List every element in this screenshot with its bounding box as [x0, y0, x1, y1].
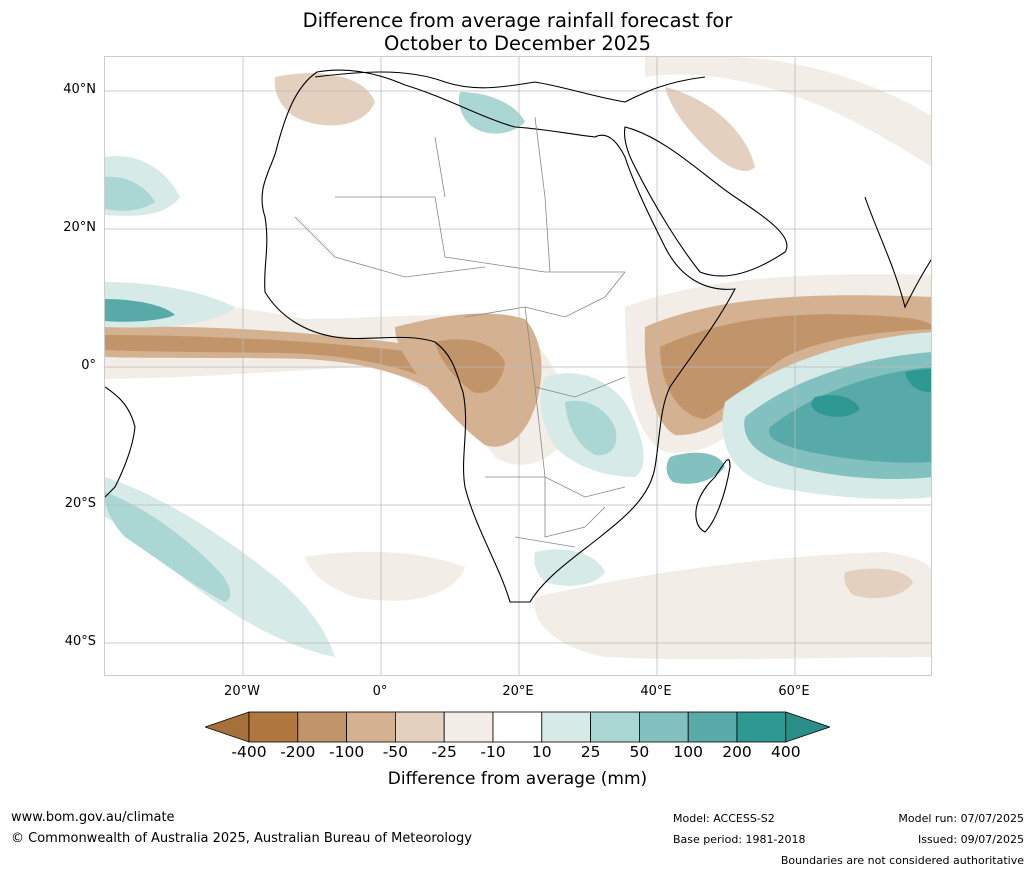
colorbar-tick-label: 200 — [722, 743, 752, 761]
lon-label-60e: 60°E — [778, 684, 810, 699]
footer-disclaimer: Boundaries are not considered authoritat… — [780, 854, 1024, 867]
wet-region-madagascar-channel — [666, 452, 725, 484]
colorbar-cell — [687, 711, 738, 743]
wet-region-indian-ocean-east-core — [905, 369, 931, 393]
footer-base-period: Base period: 1981-2018 — [673, 833, 806, 846]
coastline-south-america — [105, 386, 136, 498]
wet-anomaly-layer — [105, 92, 931, 657]
dry-region-south-indian-core — [844, 568, 913, 599]
coastline-africa — [261, 69, 736, 603]
dry-region-indian-ocean-strong — [660, 314, 931, 419]
wet-region-west-atlantic-core — [105, 299, 175, 322]
lon-label-20w: 20°W — [224, 684, 260, 699]
wet-region-indian-ocean-strong — [769, 367, 931, 463]
coastline-madagascar — [695, 459, 731, 533]
gridlines — [105, 57, 931, 675]
colorbar-cell — [736, 711, 787, 743]
colorbar-cell — [248, 711, 299, 743]
country-borders — [294, 116, 626, 548]
colorbar-extend-high — [785, 711, 830, 743]
footer-website: www.bom.gov.au/climate — [11, 810, 175, 825]
wet-region-south-atlantic — [105, 477, 335, 657]
coastline-india — [864, 196, 931, 309]
colorbar-tick-label: -25 — [431, 743, 457, 761]
footer-model-run: Model run: 07/07/2025 — [898, 812, 1024, 825]
wet-region-south-africa — [534, 549, 605, 586]
lat-label-40n: 40°N — [63, 82, 96, 97]
dry-region-congo-core — [435, 339, 505, 393]
wet-region-south-atlantic-core — [105, 492, 231, 602]
lat-label-40s: 40°S — [64, 634, 96, 649]
colorbar-tick-label: -400 — [231, 743, 267, 761]
border-sahara — [294, 116, 625, 278]
colorbar-tick-label: 50 — [629, 743, 650, 761]
rainfall-map — [104, 56, 932, 676]
colorbar-cell — [638, 711, 689, 743]
colorbar — [205, 711, 830, 743]
dry-region-atlantic-strong — [105, 335, 483, 418]
wet-region-indian-ocean-core — [811, 395, 860, 417]
map-canvas — [105, 57, 931, 675]
colorbar-cell — [541, 711, 591, 743]
coastlines — [105, 69, 931, 603]
lon-label-40e: 40°E — [640, 684, 672, 699]
footer-copyright: © Commonwealth of Australia 2025, Austra… — [11, 831, 472, 846]
colorbar-tick-label: 100 — [673, 743, 703, 761]
colorbar-cell — [297, 711, 348, 743]
lat-label-20s: 20°S — [64, 496, 96, 511]
footer-model: Model: ACCESS-S2 — [673, 812, 775, 825]
lat-label-0: 0° — [81, 358, 96, 373]
dry-anomaly-layer — [105, 57, 931, 660]
colorbar-tick-label: -10 — [480, 743, 506, 761]
colorbar-cell — [346, 711, 396, 743]
wet-region-north-atlantic-core — [105, 176, 155, 211]
border-south — [485, 476, 606, 548]
dry-region-south-indian — [534, 552, 931, 660]
colorbar-tick-label: 10 — [531, 743, 552, 761]
colorbar-tick-label: -100 — [329, 743, 365, 761]
lon-label-0: 0° — [372, 684, 388, 699]
coastline-europe — [314, 71, 706, 103]
colorbar-cell — [443, 711, 494, 743]
colorbar-extend-low — [205, 711, 250, 743]
wet-region-east-africa-core — [565, 400, 617, 456]
dry-region-middle-east — [645, 57, 931, 166]
colorbar-cells — [205, 711, 830, 743]
colorbar-tick-label: 25 — [580, 743, 601, 761]
colorbar-tick-label: -200 — [280, 743, 316, 761]
coastline-arabia — [623, 126, 788, 277]
map-title-line-1: Difference from average rainfall forecas… — [302, 9, 733, 32]
lon-label-20e: 20°E — [502, 684, 534, 699]
colorbar-cell — [394, 711, 445, 743]
lat-label-20n: 20°N — [63, 220, 96, 235]
map-title-line-2: October to December 2025 — [384, 32, 651, 55]
border-central — [464, 271, 626, 498]
colorbar-title: Difference from average (mm) — [387, 769, 648, 789]
dry-region-iberia — [274, 73, 375, 126]
colorbar-tick-label: 400 — [771, 743, 801, 761]
wet-region-mediterranean — [458, 92, 525, 134]
colorbar-cell — [492, 711, 543, 743]
footer-issued: Issued: 09/07/2025 — [917, 833, 1024, 846]
dry-region-south-atlantic — [305, 551, 465, 601]
colorbar-tick-label: -50 — [382, 743, 409, 761]
colorbar-cell — [590, 711, 640, 743]
dry-region-iran — [665, 87, 755, 171]
